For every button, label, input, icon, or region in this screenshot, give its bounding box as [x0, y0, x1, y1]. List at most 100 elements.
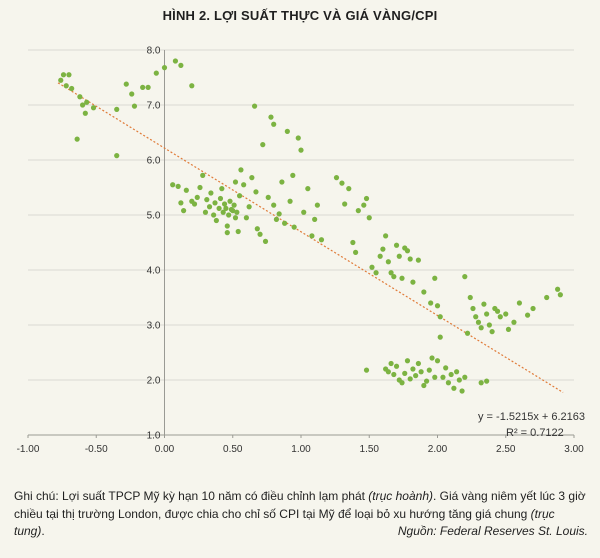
data-point — [421, 382, 427, 389]
data-point — [434, 358, 441, 364]
data-point — [268, 114, 274, 120]
data-point — [123, 81, 129, 87]
data-point — [80, 102, 86, 108]
data-point — [234, 209, 240, 215]
data-point — [253, 189, 259, 195]
data-point — [232, 215, 239, 221]
y-tick-label: 5.0 — [147, 211, 161, 222]
data-point — [200, 172, 206, 178]
data-point — [220, 209, 226, 215]
data-point — [346, 186, 352, 192]
data-point — [114, 106, 120, 112]
data-point — [271, 202, 277, 208]
data-point — [339, 180, 345, 186]
data-point — [421, 289, 427, 295]
data-point — [418, 369, 424, 375]
data-point — [380, 246, 386, 252]
data-point — [484, 311, 490, 317]
data-point — [361, 202, 367, 208]
data-point — [413, 373, 419, 379]
y-tick-label: 3.0 — [147, 321, 161, 332]
data-point — [385, 369, 391, 375]
data-point — [396, 253, 402, 259]
note-text-2: . Giá vàng niêm yết lúc 3 giờ chiều tại … — [14, 489, 586, 521]
data-point — [60, 72, 67, 78]
x-tick-label: 3.00 — [564, 444, 584, 455]
data-point — [407, 256, 413, 262]
data-point — [484, 378, 490, 384]
data-point — [399, 275, 405, 281]
data-point — [140, 84, 146, 90]
data-point — [393, 242, 400, 248]
data-point — [445, 380, 452, 386]
data-point — [197, 184, 203, 191]
data-point — [236, 193, 243, 199]
data-point — [257, 231, 263, 237]
data-point — [383, 233, 389, 239]
data-point — [391, 274, 397, 280]
data-point — [410, 279, 416, 285]
data-point — [429, 355, 435, 361]
data-point — [211, 212, 217, 218]
data-point — [355, 208, 361, 214]
data-point — [231, 202, 237, 208]
data-point — [114, 153, 120, 159]
data-point — [206, 204, 213, 210]
data-point — [432, 275, 438, 281]
data-point — [279, 179, 285, 185]
data-point — [295, 135, 301, 141]
data-point — [262, 238, 269, 244]
data-point — [243, 215, 249, 221]
data-point — [181, 208, 187, 214]
data-point — [241, 182, 247, 188]
data-point — [90, 105, 97, 111]
data-point — [342, 201, 348, 207]
note-label: Ghi chú: — [14, 489, 63, 503]
data-point — [232, 179, 239, 185]
data-point — [230, 208, 236, 214]
data-point — [216, 205, 222, 211]
data-point — [524, 312, 531, 318]
data-point — [204, 197, 210, 203]
data-point — [221, 201, 228, 207]
data-point — [494, 308, 501, 314]
chart-note: Ghi chú: Lợi suất TPCP Mỹ kỳ hạn 10 năm … — [14, 488, 588, 541]
data-point — [224, 230, 230, 236]
data-point — [58, 77, 64, 83]
data-point — [178, 62, 184, 68]
data-point — [434, 303, 441, 309]
data-point — [238, 167, 244, 173]
data-point — [454, 369, 460, 375]
data-point — [129, 91, 135, 97]
note-y-axis: (trục tung) — [14, 506, 555, 539]
data-point — [353, 249, 359, 255]
data-point — [470, 305, 476, 312]
data-point — [530, 305, 536, 312]
x-tick-label: -0.50 — [85, 444, 108, 455]
data-point — [84, 99, 90, 105]
data-point — [459, 388, 465, 394]
data-point — [426, 367, 432, 373]
y-tick-label: 2.0 — [147, 376, 161, 387]
y-tick-label: 1.0 — [147, 431, 161, 442]
data-point — [291, 224, 297, 230]
data-point — [284, 128, 290, 134]
note-x-axis: (trục hoành) — [368, 489, 433, 503]
scatter-chart: 1.0 2.0 3.0 4.0 5.0 6.0 7.0 8.0 -1.00 -0.50 0.00 0.… — [17, 46, 585, 456]
data-point — [223, 205, 229, 211]
data-point — [254, 226, 260, 232]
data-point — [402, 370, 408, 376]
data-point — [260, 142, 266, 148]
y-tick-label: 7.0 — [147, 101, 161, 112]
data-point — [415, 257, 421, 263]
data-point — [511, 319, 517, 325]
data-point — [309, 233, 315, 239]
data-point — [131, 103, 138, 109]
data-point — [363, 195, 370, 202]
data-point — [432, 374, 438, 380]
regression-equation: y = -1.5215x + 6.2163 — [478, 411, 585, 423]
chart-title: HÌNH 2. LỢI SUẤT THỰC VÀ GIÁ VÀNG/CPI — [162, 8, 438, 23]
data-point — [227, 198, 233, 204]
data-point — [404, 358, 411, 364]
y-tick-label: 6.0 — [147, 156, 161, 167]
